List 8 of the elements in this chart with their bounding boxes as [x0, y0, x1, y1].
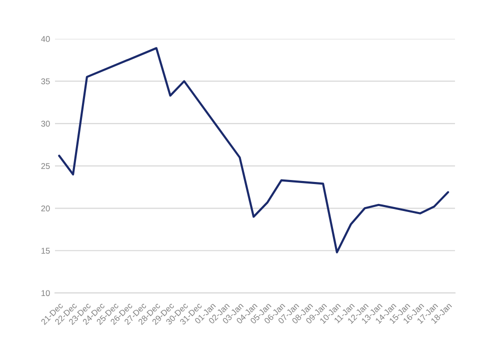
y-tick-label: 25: [41, 163, 50, 170]
y-tick-label: 15: [42, 248, 50, 254]
y-tick-label: 40: [41, 36, 50, 42]
y-tick-label: 35: [41, 78, 50, 84]
y-tick-label: 30: [41, 120, 50, 127]
line-series: [58, 47, 450, 254]
y-tick-label: 20: [41, 205, 50, 212]
y-tick-label: 10: [42, 290, 50, 296]
